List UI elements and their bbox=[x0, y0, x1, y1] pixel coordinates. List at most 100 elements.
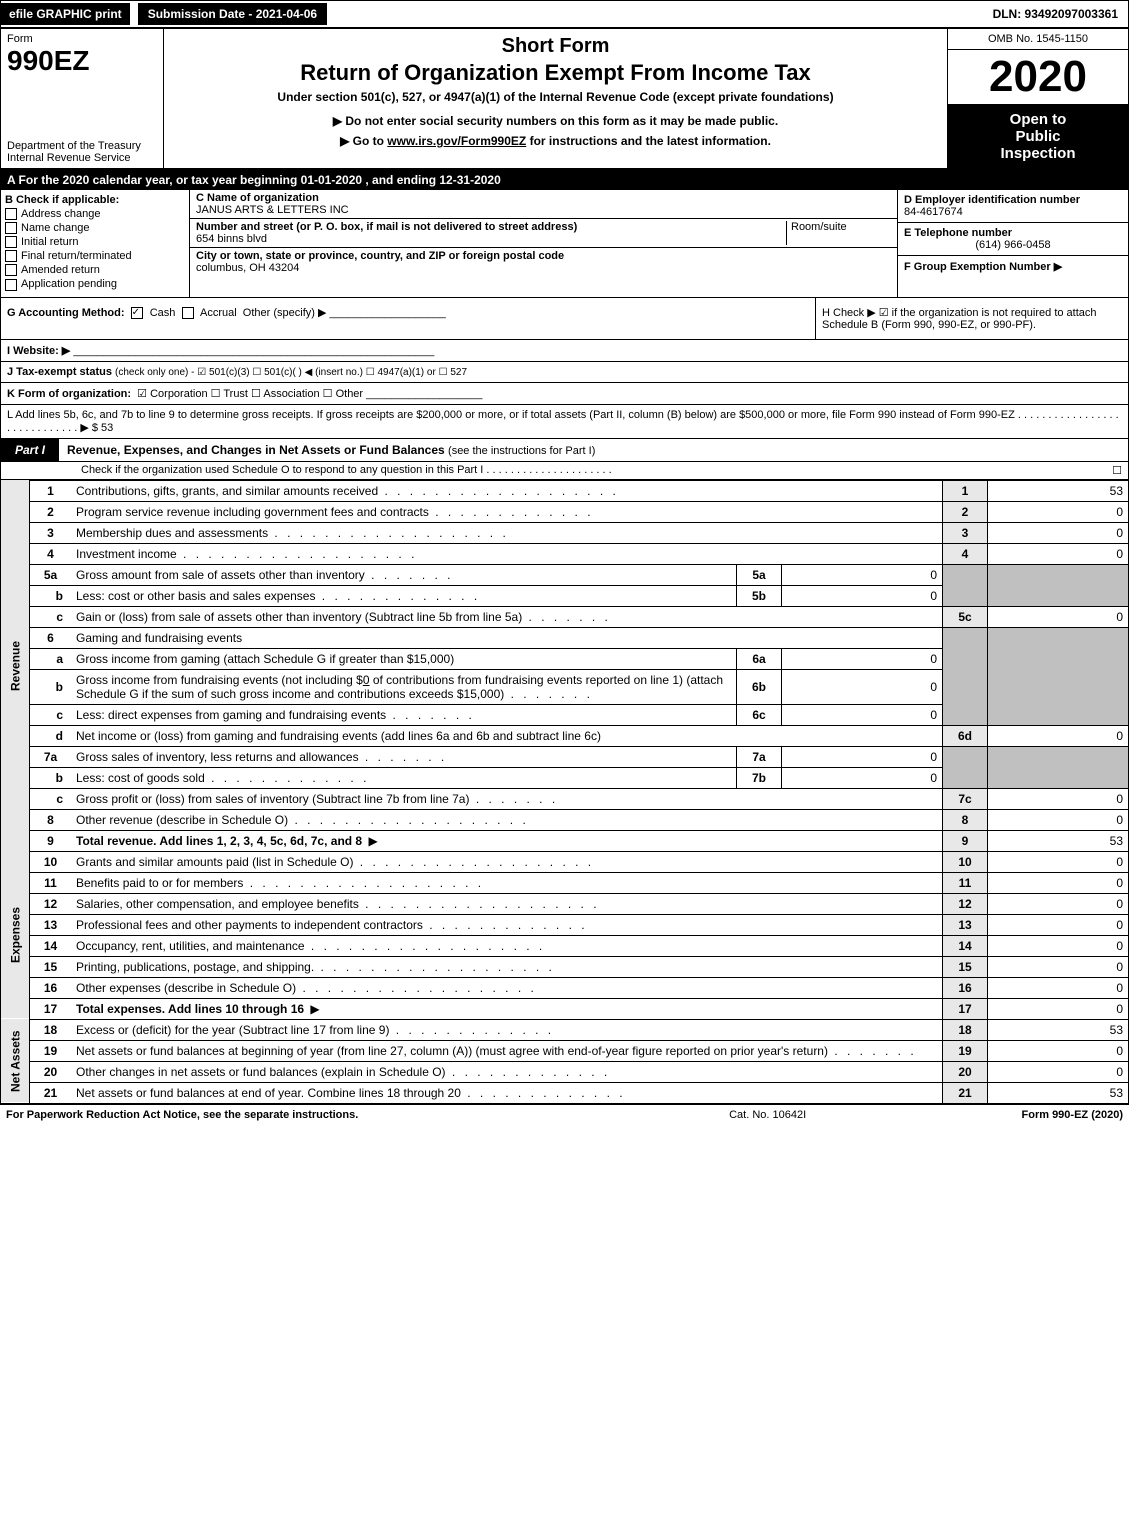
inspection-line2: Public bbox=[954, 128, 1122, 145]
line-5ab-shaded-val bbox=[988, 564, 1129, 606]
line-5b-subnum: 5b bbox=[737, 585, 782, 606]
line-11-val: 0 bbox=[988, 872, 1129, 893]
line-9-num: 9 bbox=[30, 830, 72, 851]
line-6c-desc: Less: direct expenses from gaming and fu… bbox=[71, 704, 737, 725]
line-7b-subval: 0 bbox=[782, 767, 943, 788]
d-label: D Employer identification number bbox=[904, 194, 1122, 206]
line-6d-val: 0 bbox=[988, 725, 1129, 746]
line-13-val: 0 bbox=[988, 914, 1129, 935]
h-text: H Check ▶ ☑ if the organization is not r… bbox=[822, 307, 1097, 331]
form-label: Form bbox=[7, 33, 157, 45]
footer-left: For Paperwork Reduction Act Notice, see … bbox=[6, 1109, 514, 1121]
line-7c-desc: Gross profit or (loss) from sales of inv… bbox=[71, 788, 943, 809]
section-c: C Name of organization JANUS ARTS & LETT… bbox=[190, 190, 897, 297]
line-7a-subnum: 7a bbox=[737, 746, 782, 767]
b-label: B Check if applicable: bbox=[5, 194, 185, 206]
check-initial-return[interactable]: Initial return bbox=[5, 236, 185, 248]
line-15-num: 15 bbox=[30, 956, 72, 977]
footer-right: Form 990-EZ (2020) bbox=[1022, 1109, 1124, 1121]
line-7c-val: 0 bbox=[988, 788, 1129, 809]
line-8-numcol: 8 bbox=[943, 809, 988, 830]
dept-label: Department of the Treasury bbox=[7, 140, 157, 152]
section-i: I Website: ▶ ___________________________… bbox=[0, 340, 1129, 362]
i-label: I Website: ▶ bbox=[7, 345, 70, 357]
line-11-desc: Benefits paid to or for members bbox=[71, 872, 943, 893]
line-15-numcol: 15 bbox=[943, 956, 988, 977]
line-11-num: 11 bbox=[30, 872, 72, 893]
check-o-box[interactable]: ☐ bbox=[1112, 464, 1122, 477]
check-o-text: Check if the organization used Schedule … bbox=[81, 464, 612, 477]
line-3-desc: Membership dues and assessments bbox=[71, 522, 943, 543]
line-17-numcol: 17 bbox=[943, 998, 988, 1019]
line-5b-subval: 0 bbox=[782, 585, 943, 606]
inspection-box: Open to Public Inspection bbox=[948, 105, 1128, 168]
irs-link[interactable]: www.irs.gov/Form990EZ bbox=[387, 134, 526, 148]
c-city-label: City or town, state or province, country… bbox=[196, 250, 564, 262]
line-8-desc: Other revenue (describe in Schedule O) bbox=[71, 809, 943, 830]
g-other: Other (specify) ▶ bbox=[243, 307, 327, 319]
header-right: OMB No. 1545-1150 2020 Open to Public In… bbox=[947, 29, 1128, 168]
check-application-pending[interactable]: Application pending bbox=[5, 278, 185, 290]
line-8-val: 0 bbox=[988, 809, 1129, 830]
part1-header: Part I Revenue, Expenses, and Changes in… bbox=[0, 439, 1129, 462]
room-suite: Room/suite bbox=[786, 221, 891, 245]
part1-check-o: Check if the organization used Schedule … bbox=[0, 462, 1129, 480]
line-9-desc: Total revenue. Add lines 1, 2, 3, 4, 5c,… bbox=[71, 830, 943, 851]
line-5c-num: c bbox=[30, 606, 72, 627]
line-7ab-shaded-val bbox=[988, 746, 1129, 788]
line-1-num: 1 bbox=[30, 480, 72, 501]
line-4-val: 0 bbox=[988, 543, 1129, 564]
k-detail: ☑ Corporation ☐ Trust ☐ Association ☐ Ot… bbox=[137, 388, 363, 400]
phone-value: (614) 966-0458 bbox=[904, 239, 1122, 251]
footer-form-number: 990-EZ bbox=[1052, 1109, 1088, 1121]
line-14-numcol: 14 bbox=[943, 935, 988, 956]
line-5a-subnum: 5a bbox=[737, 564, 782, 585]
subtitle: Under section 501(c), 527, or 4947(a)(1)… bbox=[170, 90, 941, 104]
line-7b-num: b bbox=[30, 767, 72, 788]
line-6c-subval: 0 bbox=[782, 704, 943, 725]
ein-row: D Employer identification number 84-4617… bbox=[898, 190, 1128, 223]
group-exemption-row: F Group Exemption Number ▶ bbox=[898, 256, 1128, 277]
g-accrual-checkbox[interactable] bbox=[182, 307, 194, 319]
line-5c-desc: Gain or (loss) from sale of assets other… bbox=[71, 606, 943, 627]
line-6d-numcol: 6d bbox=[943, 725, 988, 746]
check-address-change[interactable]: Address change bbox=[5, 208, 185, 220]
line-13-num: 13 bbox=[30, 914, 72, 935]
short-form-title: Short Form bbox=[170, 35, 941, 58]
line-5b-desc: Less: cost or other basis and sales expe… bbox=[71, 585, 737, 606]
line-12-desc: Salaries, other compensation, and employ… bbox=[71, 893, 943, 914]
check-amended-return[interactable]: Amended return bbox=[5, 264, 185, 276]
line-6b-subnum: 6b bbox=[737, 669, 782, 704]
line-7b-subnum: 7b bbox=[737, 767, 782, 788]
line-12-numcol: 12 bbox=[943, 893, 988, 914]
line-19-desc: Net assets or fund balances at beginning… bbox=[71, 1040, 943, 1061]
line-15-val: 0 bbox=[988, 956, 1129, 977]
section-h: H Check ▶ ☑ if the organization is not r… bbox=[815, 298, 1128, 339]
ein-value: 84-4617674 bbox=[904, 206, 1122, 218]
line-14-num: 14 bbox=[30, 935, 72, 956]
line-20-val: 0 bbox=[988, 1061, 1129, 1082]
line-5b-num: b bbox=[30, 585, 72, 606]
inspection-line3: Inspection bbox=[954, 145, 1122, 162]
efile-label[interactable]: efile GRAPHIC print bbox=[1, 3, 130, 25]
note2-suffix: for instructions and the latest informat… bbox=[526, 134, 771, 148]
main-title: Return of Organization Exempt From Incom… bbox=[170, 60, 941, 86]
tax-year: 2020 bbox=[948, 50, 1128, 105]
line-17-num: 17 bbox=[30, 998, 72, 1019]
line-2-val: 0 bbox=[988, 501, 1129, 522]
line-12-num: 12 bbox=[30, 893, 72, 914]
g-cash-checkbox[interactable] bbox=[131, 307, 143, 319]
footer-center: Cat. No. 10642I bbox=[514, 1109, 1022, 1121]
line-2-desc: Program service revenue including govern… bbox=[71, 501, 943, 522]
check-final-return[interactable]: Final return/terminated bbox=[5, 250, 185, 262]
line-15-desc: Printing, publications, postage, and shi… bbox=[71, 956, 943, 977]
g-label: G Accounting Method: bbox=[7, 307, 125, 319]
line-1-numcol: 1 bbox=[943, 480, 988, 501]
goto-note: ▶ Go to www.irs.gov/Form990EZ for instru… bbox=[170, 134, 941, 148]
line-6a-subnum: 6a bbox=[737, 648, 782, 669]
line-3-numcol: 3 bbox=[943, 522, 988, 543]
part1-subtitle: (see the instructions for Part I) bbox=[448, 445, 595, 457]
line-19-numcol: 19 bbox=[943, 1040, 988, 1061]
expenses-sidebar: Expenses bbox=[1, 851, 30, 1019]
check-name-change[interactable]: Name change bbox=[5, 222, 185, 234]
